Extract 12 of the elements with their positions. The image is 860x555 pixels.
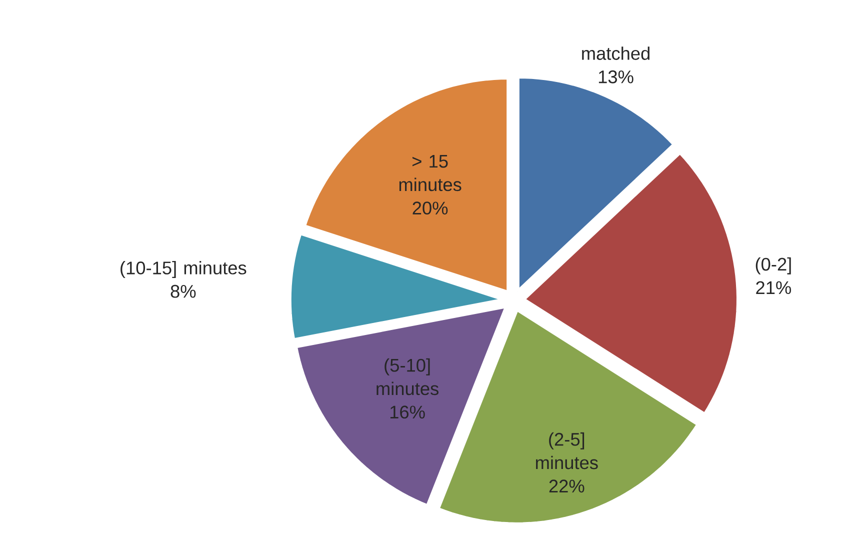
slice-label: (5-10] minutes xyxy=(376,358,438,396)
slice-label: (10-15] minutes xyxy=(120,261,246,278)
data-label: 16% xyxy=(390,406,425,419)
data-label: 21% xyxy=(756,281,792,294)
slice-label: matched xyxy=(582,46,650,60)
slice-label: (2-5] minutes xyxy=(536,432,598,470)
data-label: 22% xyxy=(549,480,584,493)
slice-label: > 15 minutes xyxy=(399,155,462,192)
data-label: 20% xyxy=(412,202,448,215)
data-label: 8% xyxy=(170,285,196,298)
data-label: 13% xyxy=(598,70,634,84)
slice-label: (0-2] xyxy=(756,258,791,274)
